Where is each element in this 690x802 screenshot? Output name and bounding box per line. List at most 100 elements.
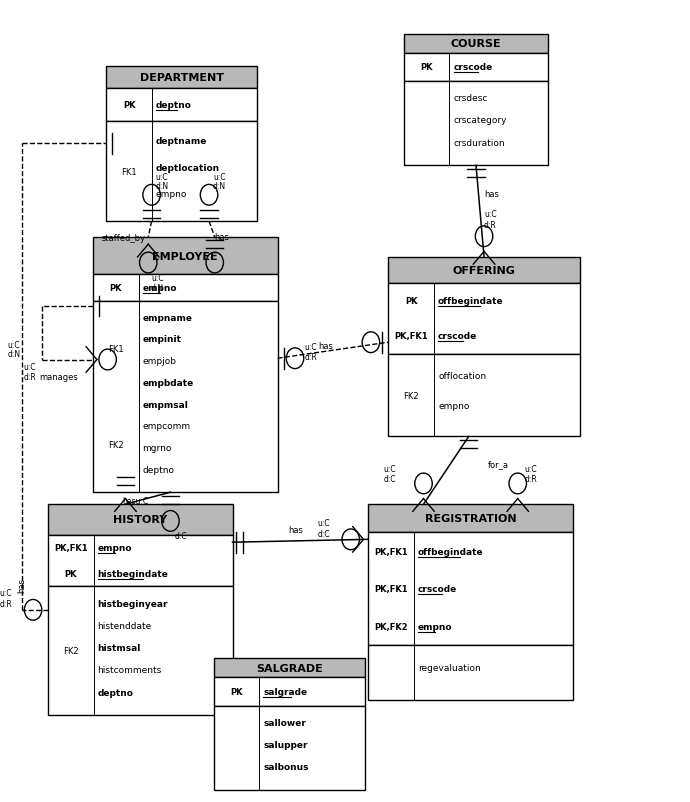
Text: crscategory: crscategory <box>453 116 507 125</box>
Text: PK,FK1: PK,FK1 <box>374 547 408 556</box>
Text: has: has <box>215 233 229 241</box>
Text: d:N: d:N <box>8 350 21 358</box>
Text: histcomments: histcomments <box>97 666 161 674</box>
Text: u:C: u:C <box>23 363 37 371</box>
FancyBboxPatch shape <box>368 646 573 699</box>
Text: HISTORY: HISTORY <box>113 515 167 525</box>
Text: d:N: d:N <box>151 283 164 292</box>
Text: OFFERING: OFFERING <box>453 265 515 276</box>
Text: u:C: u:C <box>524 464 537 473</box>
Text: crscode: crscode <box>438 332 477 341</box>
Text: PK: PK <box>123 101 135 110</box>
FancyBboxPatch shape <box>106 122 257 222</box>
Text: deptlocation: deptlocation <box>156 164 220 172</box>
FancyBboxPatch shape <box>93 302 277 492</box>
Text: u:C: u:C <box>213 172 226 181</box>
Text: offbegindate: offbegindate <box>438 297 504 306</box>
FancyBboxPatch shape <box>93 274 277 302</box>
Text: PK,FK2: PK,FK2 <box>374 622 408 631</box>
Text: salbonus: salbonus <box>264 762 309 771</box>
FancyBboxPatch shape <box>388 354 580 437</box>
Text: has: has <box>484 189 499 198</box>
FancyBboxPatch shape <box>368 504 573 533</box>
Text: d:C: d:C <box>318 529 331 538</box>
Text: FK1: FK1 <box>108 345 124 354</box>
FancyBboxPatch shape <box>214 658 365 678</box>
Text: empno: empno <box>418 622 453 631</box>
Text: PK,FK1: PK,FK1 <box>395 332 428 341</box>
Text: d:N: d:N <box>213 182 226 191</box>
Text: EMPLOYEE: EMPLOYEE <box>152 251 218 261</box>
FancyBboxPatch shape <box>106 67 257 89</box>
Text: empinit: empinit <box>143 335 181 344</box>
Text: d:R: d:R <box>484 221 497 229</box>
Text: PK: PK <box>420 63 433 72</box>
Text: histbegindate: histbegindate <box>97 569 168 578</box>
Text: d:C: d:C <box>383 475 396 484</box>
Text: sallower: sallower <box>264 718 306 727</box>
Text: d:N: d:N <box>156 182 169 191</box>
Text: mgrno: mgrno <box>143 444 172 452</box>
Text: deptno: deptno <box>97 688 133 697</box>
Text: u:C: u:C <box>304 342 317 351</box>
Text: histenddate: histenddate <box>97 621 152 630</box>
Text: d:R: d:R <box>0 599 12 608</box>
Text: empname: empname <box>143 313 193 322</box>
FancyBboxPatch shape <box>106 89 257 122</box>
Text: PK,FK1: PK,FK1 <box>54 544 88 553</box>
Text: has: has <box>288 525 303 534</box>
Text: crsduration: crsduration <box>453 139 505 148</box>
Text: u:C: u:C <box>151 273 164 283</box>
Text: FK2: FK2 <box>63 646 79 655</box>
Text: deptname: deptname <box>156 137 208 146</box>
Text: salupper: salupper <box>264 740 308 749</box>
Text: DEPARTMENT: DEPARTMENT <box>140 73 224 83</box>
Text: COURSE: COURSE <box>451 39 502 49</box>
Text: u:C: u:C <box>8 340 20 350</box>
Text: empno: empno <box>156 190 188 199</box>
Text: staffed_by: staffed_by <box>101 234 145 243</box>
Text: manages: manages <box>39 372 78 381</box>
Text: crscode: crscode <box>418 585 457 593</box>
FancyBboxPatch shape <box>368 533 573 646</box>
Text: crsdesc: crsdesc <box>453 94 488 103</box>
FancyBboxPatch shape <box>48 535 233 586</box>
Text: d:R: d:R <box>304 353 317 362</box>
FancyBboxPatch shape <box>93 237 277 274</box>
Text: regevaluation: regevaluation <box>418 663 481 673</box>
Text: offbegindate: offbegindate <box>418 547 484 556</box>
Text: SALGRADE: SALGRADE <box>256 662 323 673</box>
Text: histbeginyear: histbeginyear <box>97 599 168 608</box>
Text: u:C: u:C <box>484 210 497 219</box>
FancyBboxPatch shape <box>214 706 365 790</box>
Text: has: has <box>17 577 26 592</box>
FancyBboxPatch shape <box>48 504 233 535</box>
Text: FK1: FK1 <box>121 168 137 176</box>
Text: empno: empno <box>97 544 132 553</box>
FancyBboxPatch shape <box>404 54 548 82</box>
Text: PK: PK <box>230 687 243 696</box>
Text: empno: empno <box>143 284 177 293</box>
Text: u:C: u:C <box>0 589 12 597</box>
Text: empbdate: empbdate <box>143 379 194 387</box>
FancyBboxPatch shape <box>388 284 580 354</box>
Text: empmsal: empmsal <box>143 400 188 409</box>
Text: d:R: d:R <box>524 475 538 484</box>
Text: empjob: empjob <box>143 357 177 366</box>
Text: REGISTRATION: REGISTRATION <box>425 514 516 524</box>
Text: has: has <box>318 342 333 350</box>
Text: for_a: for_a <box>488 460 509 468</box>
Text: salgrade: salgrade <box>264 687 308 696</box>
Text: empno: empno <box>438 401 469 411</box>
Text: u:C: u:C <box>383 464 396 473</box>
FancyBboxPatch shape <box>404 34 548 54</box>
Text: d:C: d:C <box>175 532 187 541</box>
FancyBboxPatch shape <box>48 586 233 715</box>
Text: PK: PK <box>64 569 77 578</box>
Text: FK2: FK2 <box>108 440 124 449</box>
Text: PK: PK <box>405 297 417 306</box>
FancyBboxPatch shape <box>404 82 548 166</box>
Text: FK2: FK2 <box>404 391 419 400</box>
Text: d:R: d:R <box>23 372 37 382</box>
Text: empcomm: empcomm <box>143 422 190 431</box>
